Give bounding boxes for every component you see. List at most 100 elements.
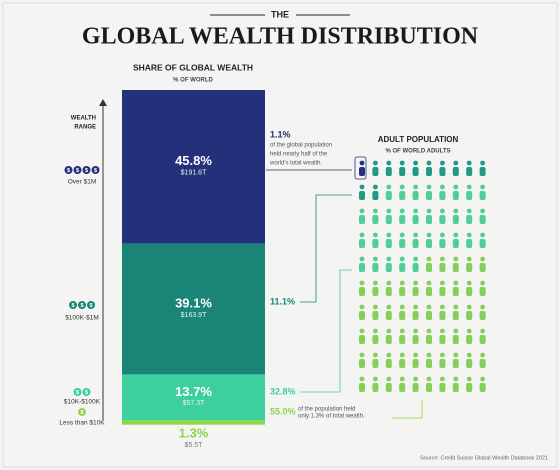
person-head [480, 256, 485, 262]
person-head [399, 328, 405, 334]
person-head [359, 280, 365, 286]
person-head [386, 352, 392, 358]
person-head [426, 280, 432, 286]
person-head [373, 304, 378, 310]
person-head [373, 256, 378, 262]
person-head [359, 328, 365, 334]
person-head [466, 352, 472, 358]
person-body [412, 167, 419, 176]
person-head [359, 256, 365, 262]
coin-symbol: $ [85, 168, 88, 174]
person-body [452, 191, 459, 200]
person-head [453, 184, 459, 190]
coin [78, 408, 86, 416]
person-head [426, 160, 432, 166]
person-body [452, 215, 459, 224]
person-head [413, 232, 418, 238]
person-body [452, 383, 459, 392]
person-head [413, 184, 418, 190]
population-label: 55.0% [270, 406, 296, 416]
person-head [440, 184, 445, 190]
person-body [372, 287, 379, 296]
title: GLOBAL WEALTH DISTRIBUTION [82, 24, 479, 50]
person-body [412, 287, 419, 296]
annotation: of the population held [298, 407, 355, 413]
person-body [439, 167, 446, 176]
person-body [452, 335, 459, 344]
person-head [399, 160, 405, 166]
person-body [372, 215, 379, 224]
person-body [479, 167, 486, 176]
person-body [399, 167, 406, 176]
person-head [426, 304, 432, 310]
person-head [373, 184, 378, 190]
person-head [373, 232, 378, 238]
coin-symbol: $ [76, 168, 79, 174]
person-head [386, 280, 392, 286]
person-head [480, 232, 485, 238]
person-head [453, 352, 459, 358]
person-head [426, 256, 432, 262]
coin-symbol: $ [76, 390, 79, 396]
person-body [452, 263, 459, 272]
person-body [479, 311, 486, 320]
segment-value: 39.1% [175, 295, 212, 310]
segment-wealth: $163.9T [181, 312, 207, 319]
population-label: 1.1% [270, 129, 291, 139]
person-head [413, 208, 418, 214]
person-head [453, 160, 459, 166]
person-body [385, 167, 392, 176]
person-body [412, 215, 419, 224]
tier-label: Less than $10K [59, 420, 105, 427]
person-body [452, 239, 459, 248]
person-body [479, 335, 486, 344]
person-head [359, 304, 365, 310]
person-head [359, 232, 365, 238]
coin [91, 166, 100, 174]
person-head [359, 352, 365, 358]
person-body [372, 167, 379, 176]
segment-wealth: $5.5T [185, 442, 204, 449]
coin [73, 388, 82, 396]
connector [392, 400, 423, 419]
person-body [466, 167, 473, 176]
person-body [412, 191, 419, 200]
person-head [480, 160, 485, 166]
bar-segment [122, 90, 265, 244]
person-head [399, 280, 405, 286]
person-body [372, 335, 379, 344]
person-head [440, 280, 445, 286]
person-head [453, 304, 459, 310]
person-body [385, 383, 392, 392]
person-head [440, 256, 445, 262]
person-body [399, 215, 406, 224]
person-body [466, 287, 473, 296]
person-body [439, 383, 446, 392]
person-head [386, 376, 392, 382]
coin [73, 166, 82, 174]
person-body [452, 287, 459, 296]
person-body [412, 335, 419, 344]
person-head [373, 208, 378, 214]
person-head [453, 256, 459, 262]
person-head [440, 376, 445, 382]
coin [87, 301, 95, 309]
person-body [399, 191, 406, 200]
person-body [479, 263, 486, 272]
person-body [466, 239, 473, 248]
coin-symbol: $ [89, 303, 92, 309]
person-head [466, 280, 472, 286]
person-body [426, 191, 432, 200]
person-body [359, 191, 365, 200]
person-head [480, 352, 485, 358]
person-head [413, 160, 418, 166]
person-body [359, 335, 365, 344]
person-body [359, 263, 365, 272]
person-head [386, 304, 392, 310]
person-body [359, 383, 365, 392]
segment-wealth: $57.3T [183, 400, 206, 407]
bar-subtitle: % OF WORLD [173, 78, 213, 84]
person-head [426, 232, 432, 238]
